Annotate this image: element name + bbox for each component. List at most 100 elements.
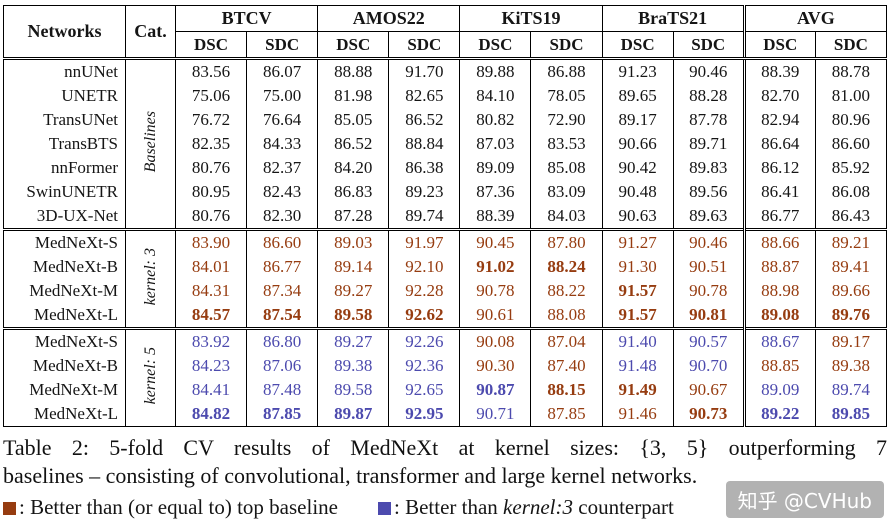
metric-cell: 92.62	[388, 303, 460, 329]
metric-cell: 82.37	[246, 156, 318, 180]
metric-cell: 91.49	[601, 378, 674, 402]
metric-cell: 86.08	[814, 180, 887, 204]
metric-cell: 89.56	[672, 180, 745, 204]
col-header-metric: SDC	[672, 31, 745, 60]
category-label: Baselines	[141, 110, 159, 173]
metric-cell: 91.97	[388, 228, 460, 255]
metric-cell: 82.70	[742, 84, 816, 108]
metric-cell: 90.66	[601, 132, 674, 156]
maroon-square-icon	[3, 502, 16, 516]
metric-cell: 89.03	[317, 228, 389, 255]
metric-cell: 86.07	[246, 58, 318, 84]
category-cell: kernel: 5	[125, 327, 176, 427]
col-header-category: Cat.	[125, 5, 176, 60]
legend-item-kernel3: : Better than kernel:3 counterpart	[377, 495, 674, 520]
metric-cell: 89.21	[814, 228, 887, 255]
metric-cell: 90.46	[672, 228, 745, 255]
metric-cell: 92.28	[388, 279, 460, 303]
table-row: TransUNet 76.72 76.64 85.05 86.52 80.82 72.90 8…	[3, 108, 887, 132]
metric-cell: 89.23	[388, 180, 460, 204]
metric-cell: 82.43	[246, 180, 318, 204]
header-group-row: Networks Cat. BTCV AMOS22 KiTS19 BraTS21 AVG	[3, 5, 887, 60]
metric-cell: 88.22	[530, 279, 603, 303]
metric-cell: 88.28	[672, 84, 745, 108]
network-name-cell: MedNeXt-S	[3, 228, 126, 255]
metric-cell: 86.77	[742, 204, 816, 230]
table-row: MedNeXt-L 84.57 87.54 89.58 92.62 90.61 88.08 9…	[3, 303, 887, 329]
metric-cell: 88.84	[388, 132, 460, 156]
metric-cell: 90.78	[459, 279, 531, 303]
category-label: kernel: 5	[141, 346, 159, 405]
metric-cell: 87.48	[246, 378, 318, 402]
network-name-cell: MedNeXt-S	[3, 327, 126, 354]
table-row: SwinUNETR 80.95 82.43 86.83 89.23 87.36 83.09 9…	[3, 180, 887, 204]
metric-cell: 86.77	[246, 255, 318, 279]
watermark-badge: 知乎 @CVHub	[725, 481, 884, 518]
network-name-cell: MedNeXt-L	[3, 303, 126, 329]
metric-cell: 92.65	[388, 378, 460, 402]
col-header-metric: SDC	[814, 31, 887, 60]
metric-cell: 89.88	[459, 58, 531, 84]
metric-cell: 90.78	[672, 279, 745, 303]
category-cell: Baselines	[125, 58, 176, 230]
col-header-dataset: AVG	[742, 5, 887, 32]
col-header-metric: DSC	[742, 31, 816, 60]
table-caption: Table 2: 5-fold CV results of MedNeXt at…	[3, 434, 887, 489]
metric-cell: 89.09	[459, 156, 531, 180]
metric-cell: 87.34	[246, 279, 318, 303]
metric-cell: 89.63	[672, 204, 745, 230]
metric-cell: 88.24	[530, 255, 603, 279]
network-name-cell: UNETR	[3, 84, 126, 108]
metric-cell: 76.64	[246, 108, 318, 132]
network-name-cell: TransBTS	[3, 132, 126, 156]
metric-cell: 89.65	[601, 84, 674, 108]
metric-cell: 86.60	[814, 132, 887, 156]
metric-cell: 87.85	[530, 402, 603, 427]
metric-cell: 86.41	[742, 180, 816, 204]
col-header-dataset: KiTS19	[459, 5, 603, 32]
metric-cell: 88.78	[814, 58, 887, 84]
metric-cell: 84.31	[174, 279, 247, 303]
metric-cell: 92.36	[388, 354, 460, 378]
metric-cell: 92.10	[388, 255, 460, 279]
metric-cell: 89.83	[672, 156, 745, 180]
metric-cell: 90.48	[601, 180, 674, 204]
col-header-metric: SDC	[530, 31, 603, 60]
metric-cell: 86.64	[742, 132, 816, 156]
metric-cell: 89.27	[317, 279, 389, 303]
metric-cell: 87.80	[530, 228, 603, 255]
metric-cell: 86.52	[388, 108, 460, 132]
metric-cell: 80.95	[174, 180, 247, 204]
metric-cell: 86.83	[317, 180, 389, 204]
metric-cell: 90.71	[459, 402, 531, 427]
results-table: Networks Cat. BTCV AMOS22 KiTS19 BraTS21 AVG DS…	[3, 5, 887, 427]
metric-cell: 75.06	[174, 84, 247, 108]
metric-cell: 89.38	[317, 354, 389, 378]
network-name-cell: 3D-UX-Net	[3, 204, 126, 230]
metric-cell: 89.58	[317, 303, 389, 329]
metric-cell: 85.08	[530, 156, 603, 180]
metric-cell: 89.85	[814, 402, 887, 427]
metric-cell: 90.42	[601, 156, 674, 180]
metric-cell: 88.98	[742, 279, 816, 303]
metric-cell: 90.08	[459, 327, 531, 354]
caption-line-2: baselines – consisting of convolutional,…	[3, 462, 698, 488]
metric-cell: 90.67	[672, 378, 745, 402]
metric-cell: 87.40	[530, 354, 603, 378]
table-row: nnUNet Baselines 83.56 86.07 88.88 91.70 89.88…	[3, 58, 887, 230]
metric-cell: 90.61	[459, 303, 531, 329]
col-header-networks: Networks	[3, 5, 126, 60]
table-row: MedNeXt-S kernel: 3 83.90 86.60 89.03 91.97 90…	[3, 228, 887, 329]
legend-item-kernel3-italic: kernel:3	[503, 495, 574, 520]
metric-cell: 89.74	[814, 378, 887, 402]
metric-cell: 91.48	[601, 354, 674, 378]
header-metric-row: DSC SDC DSC SDC DSC SDC DSC SDC DSC SDC	[4, 31, 887, 60]
metric-cell: 89.74	[388, 204, 460, 230]
metric-cell: 85.92	[814, 156, 887, 180]
metric-cell: 84.03	[530, 204, 603, 230]
legend-item-kernel3-suffix: counterpart	[573, 495, 674, 520]
table-row: MedNeXt-L 84.82 87.85 89.87 92.95 90.71 87.85 9…	[3, 402, 887, 427]
metric-cell: 88.85	[742, 354, 816, 378]
metric-cell: 83.53	[530, 132, 603, 156]
metric-cell: 90.57	[672, 327, 745, 354]
